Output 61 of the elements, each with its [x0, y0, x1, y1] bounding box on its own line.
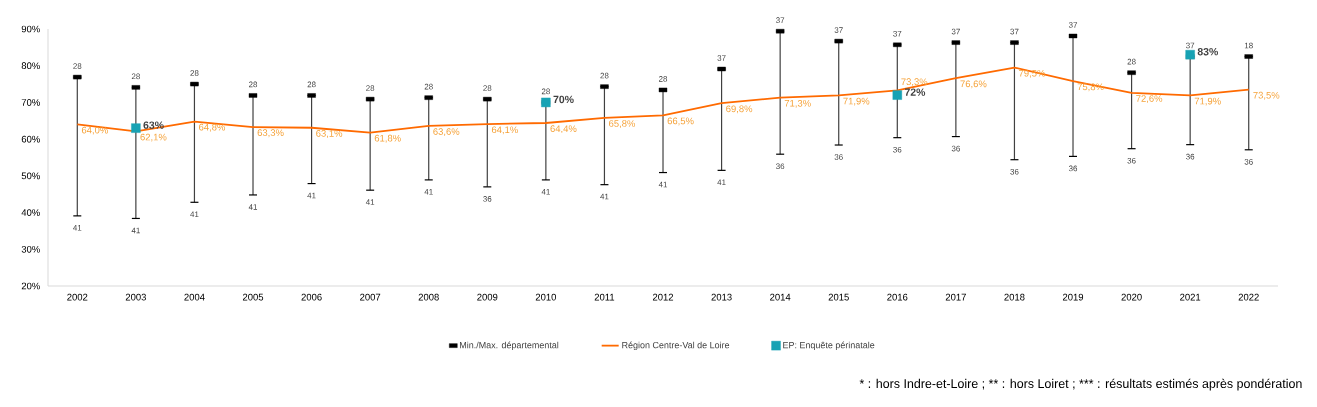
- x-tick-label: 2011: [594, 293, 615, 301]
- data-label: 63%: [143, 121, 164, 129]
- data-label: 73,5%: [1253, 91, 1280, 100]
- x-tick-label: 2020: [1121, 293, 1142, 301]
- x-tick-label: 2015: [828, 293, 849, 301]
- data-label: 63,1%: [316, 130, 343, 138]
- x-tick-label: 2009: [477, 293, 498, 301]
- data-label: 76,6%: [960, 80, 987, 89]
- x-tick-label: 2016: [887, 293, 908, 301]
- data-label: 75,8%: [1077, 83, 1104, 92]
- data-label: 71,9%: [843, 97, 870, 106]
- data-label: 69,8%: [726, 105, 753, 114]
- x-tick-label: 2013: [711, 293, 732, 301]
- y-tick-label: 20%: [21, 282, 40, 290]
- data-label: 65,8%: [609, 120, 636, 128]
- x-tick-label: 2019: [1062, 293, 1084, 301]
- data-label: 64,4%: [550, 125, 577, 134]
- x-tick-label: 2022: [1238, 293, 1259, 301]
- x-tick-label: 2014: [770, 293, 791, 301]
- y-tick-label: 30%: [21, 245, 40, 253]
- data-label: 64,0%: [81, 126, 108, 135]
- legend-label: Région Centre-Val de Loire: [622, 341, 730, 351]
- data-label: 62,1%: [140, 133, 167, 142]
- text: * : hors Indre-et-Loire ; ** : hors Loiret ; *** : résultats estimés après pondération: [859, 378, 1302, 391]
- y-tick-label: 80%: [21, 62, 40, 70]
- data-label: 72%: [904, 88, 926, 96]
- point: [131, 123, 141, 133]
- y-tick-label: 90%: [21, 25, 40, 33]
- x-tick-label: 2007: [360, 293, 381, 301]
- data-label: 79,5%: [1019, 69, 1046, 78]
- point: [892, 90, 902, 100]
- point: [1185, 50, 1195, 60]
- x-tick-label: 2012: [652, 293, 674, 301]
- x-tick-label: 2006: [301, 293, 322, 301]
- x-tick-label: 2021: [1180, 293, 1201, 301]
- data-label: 72,6%: [1136, 95, 1163, 104]
- data-label: 63,6%: [433, 128, 460, 137]
- x-tick-label: 2017: [945, 293, 966, 301]
- legend-label: Min./Max. départemental: [460, 341, 559, 351]
- x-tick-label: 2005: [242, 293, 264, 301]
- data-label: 66,5%: [667, 117, 694, 126]
- data-label: 64,8%: [199, 123, 226, 132]
- data-label: 61,8%: [374, 134, 401, 143]
- x-tick-label: 2010: [535, 293, 557, 301]
- data-label: 83%: [1197, 48, 1218, 56]
- y-tick-label: 40%: [21, 209, 40, 216]
- x-tick-label: 2003: [125, 293, 146, 301]
- legend-label: EP: Enquête périnatale: [783, 341, 875, 351]
- data-label: 70%: [553, 95, 574, 104]
- y-tick-label: 50%: [21, 172, 40, 180]
- x-tick-label: 2002: [67, 293, 88, 301]
- data-label: 71,3%: [784, 99, 811, 108]
- data-label: 63,3%: [257, 129, 284, 138]
- x-tick-label: 2018: [1004, 293, 1025, 301]
- y-tick-label: 60%: [21, 135, 40, 143]
- x-tick-label: 2008: [418, 293, 439, 301]
- data-label: 71,9%: [1194, 97, 1221, 106]
- data-label: 73,3%: [901, 78, 928, 87]
- data-label: 64,1%: [491, 126, 518, 135]
- x-tick-label: 2004: [184, 293, 205, 301]
- y-tick-label: 70%: [21, 99, 40, 106]
